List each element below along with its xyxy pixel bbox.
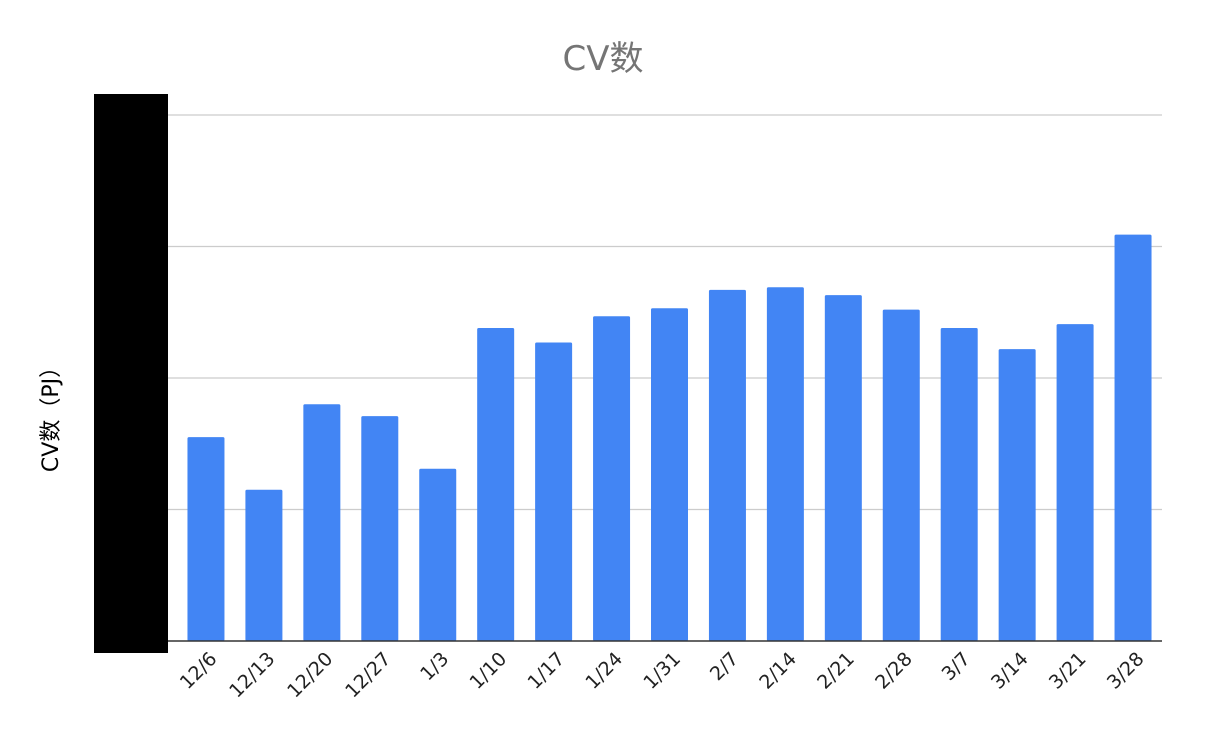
bar	[1056, 324, 1094, 641]
x-tick-label: 1/17	[523, 648, 569, 694]
x-tick-label: 2/7	[706, 648, 743, 685]
x-tick-label: 1/24	[581, 648, 627, 694]
x-tick-label: 1/10	[465, 648, 511, 694]
bar	[419, 468, 457, 641]
bar	[361, 416, 399, 641]
x-tick-label: 12/6	[176, 648, 222, 694]
x-tick-label: 3/28	[1103, 648, 1149, 694]
bar	[477, 328, 515, 641]
bar	[1114, 234, 1152, 642]
bar	[303, 404, 341, 641]
x-tick-label: 2/28	[871, 648, 917, 694]
bar	[708, 289, 746, 641]
x-tick-label: 3/14	[987, 648, 1033, 694]
bar	[535, 342, 573, 641]
x-tick-label: 12/13	[225, 648, 279, 702]
x-tick-label: 12/27	[341, 648, 395, 702]
redacted-y-tick-labels	[94, 94, 168, 653]
x-tick-label: 1/31	[639, 648, 685, 694]
y-axis-label: CV数（PJ）	[39, 356, 64, 472]
bar	[766, 287, 804, 641]
bar	[998, 349, 1036, 641]
bar	[245, 489, 283, 641]
x-tick-label: 2/21	[813, 648, 859, 694]
bar	[940, 328, 978, 641]
bar	[824, 295, 862, 641]
bar	[187, 437, 225, 641]
bar	[882, 309, 920, 641]
bars	[187, 234, 1152, 642]
bar	[593, 316, 631, 641]
x-tick-label: 3/7	[938, 648, 975, 685]
x-tick-labels: 12/6 12/13 12/20 12/27 1/3 1/10 1/17 1/24 1/31 2/…	[176, 648, 1149, 702]
bar	[651, 308, 688, 641]
chart-title: CV数	[563, 39, 644, 79]
x-tick-label: 1/3	[416, 648, 453, 685]
x-tick-label: 2/14	[755, 648, 801, 694]
x-tick-label: 3/21	[1045, 648, 1091, 694]
x-tick-label: 12/20	[283, 648, 337, 702]
